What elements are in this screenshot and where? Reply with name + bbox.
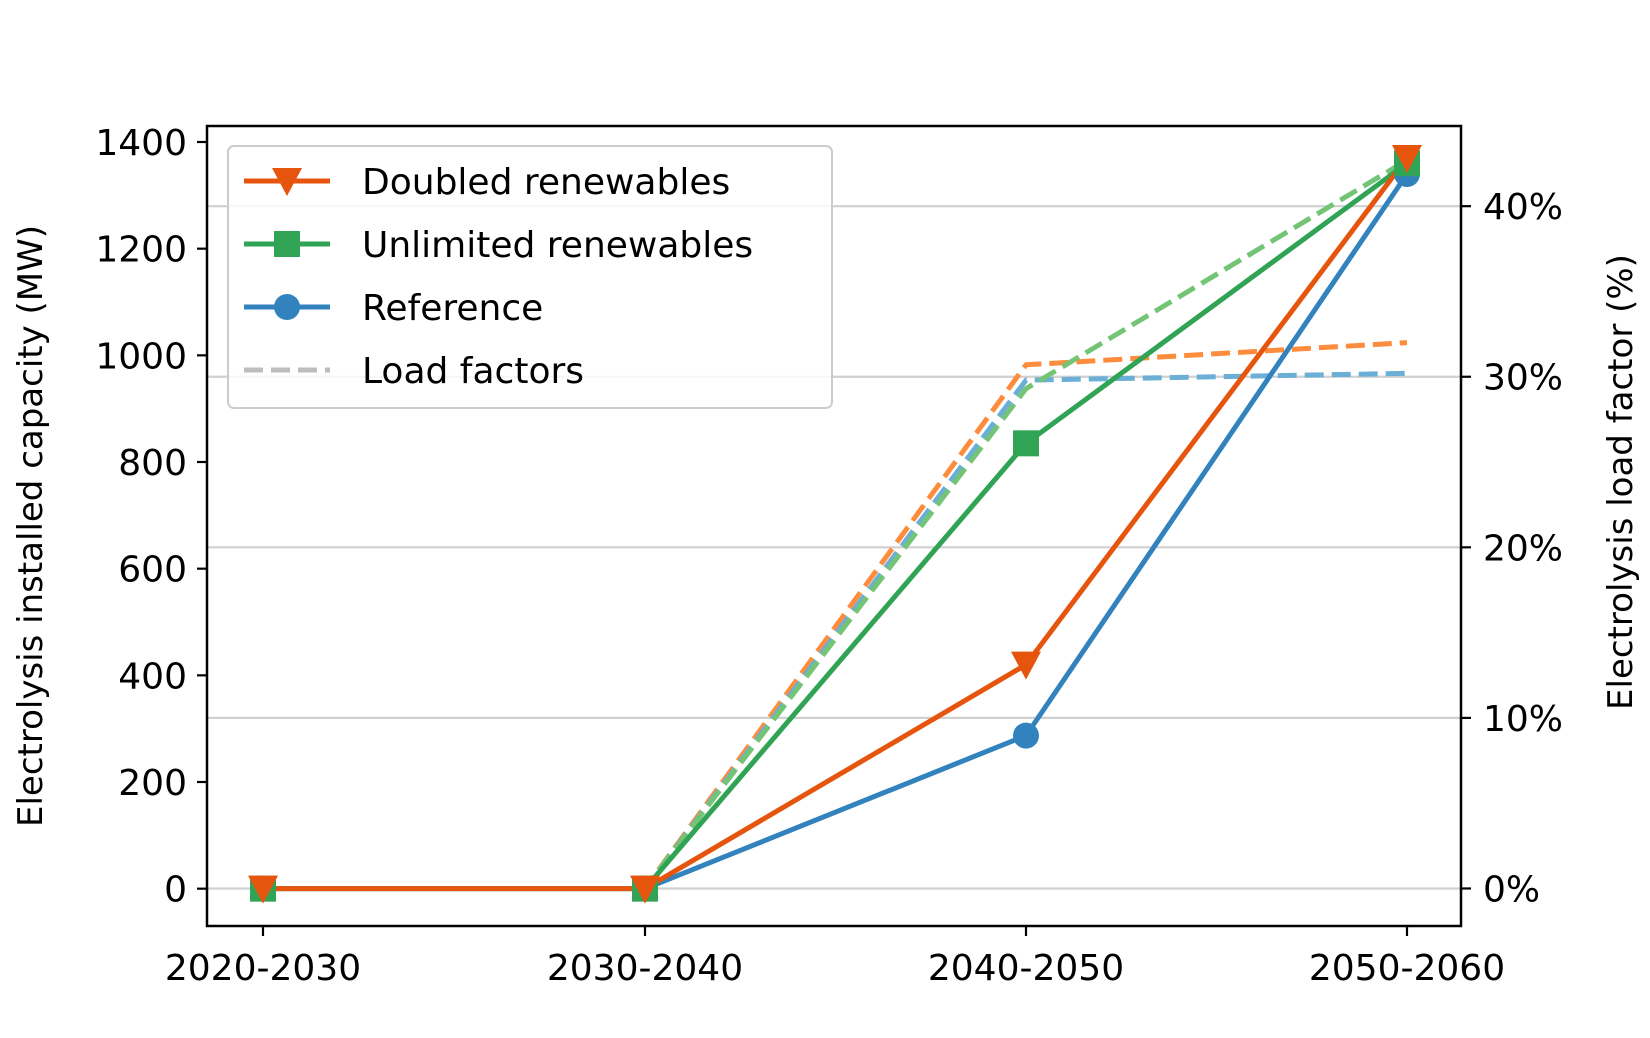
left-axis-ticks: 0 200 400 600 800 1000 1200 1400 <box>95 123 207 911</box>
x-tick-label: 2030-2040 <box>547 948 743 989</box>
data-point <box>1013 722 1039 749</box>
legend-label: Unlimited renewables <box>362 225 753 266</box>
left-tick-label: 1400 <box>95 123 187 164</box>
data-point <box>1013 430 1039 457</box>
plot-frame <box>205 124 1463 928</box>
legend-marker <box>272 168 302 196</box>
legend-label: Reference <box>362 288 543 329</box>
x-tick-label: 2050-2060 <box>1309 948 1505 989</box>
capacity-markers <box>248 145 1422 904</box>
legend: Doubled renewables Unlimited renewables Re… <box>227 145 833 409</box>
x-tick-label: 2020-2030 <box>165 948 361 989</box>
left-tick-label: 0 <box>164 870 187 911</box>
left-tick-label: 200 <box>118 763 187 804</box>
right-tick-label: 40% <box>1483 187 1563 228</box>
left-tick-label: 1200 <box>95 230 187 271</box>
right-tick-label: 20% <box>1483 528 1563 569</box>
data-point <box>1392 145 1422 173</box>
x-axis-ticks: 2020-2030 2030-2040 2040-2050 2050-2060 <box>165 926 1505 989</box>
right-tick-label: 30% <box>1483 358 1563 399</box>
legend-marker <box>274 294 300 320</box>
data-point <box>248 875 278 904</box>
left-axis-label: Electrolysis installed capacity (MW) <box>11 225 51 827</box>
right-axis-ticks: 0% 10% 20% 30% 40% <box>1461 187 1563 910</box>
left-tick-label: 800 <box>118 443 187 484</box>
capacity-lines <box>263 156 1410 892</box>
right-tick-label: 10% <box>1483 699 1563 740</box>
right-tick-label: 0% <box>1483 869 1540 910</box>
data-point <box>630 875 660 904</box>
legend-marker <box>274 231 300 257</box>
right-axis-label: Electrolysis load factor (%) <box>1601 254 1641 710</box>
legend-label: Doubled renewables <box>362 162 730 203</box>
legend-box <box>227 145 833 409</box>
left-tick-label: 400 <box>118 656 187 697</box>
data-point <box>1011 651 1041 680</box>
capacity-line <box>263 156 1409 892</box>
left-tick-label: 600 <box>118 550 187 591</box>
left-tick-label: 1000 <box>95 336 187 377</box>
legend-label: Load factors <box>362 351 584 392</box>
x-tick-label: 2040-2050 <box>928 948 1124 989</box>
